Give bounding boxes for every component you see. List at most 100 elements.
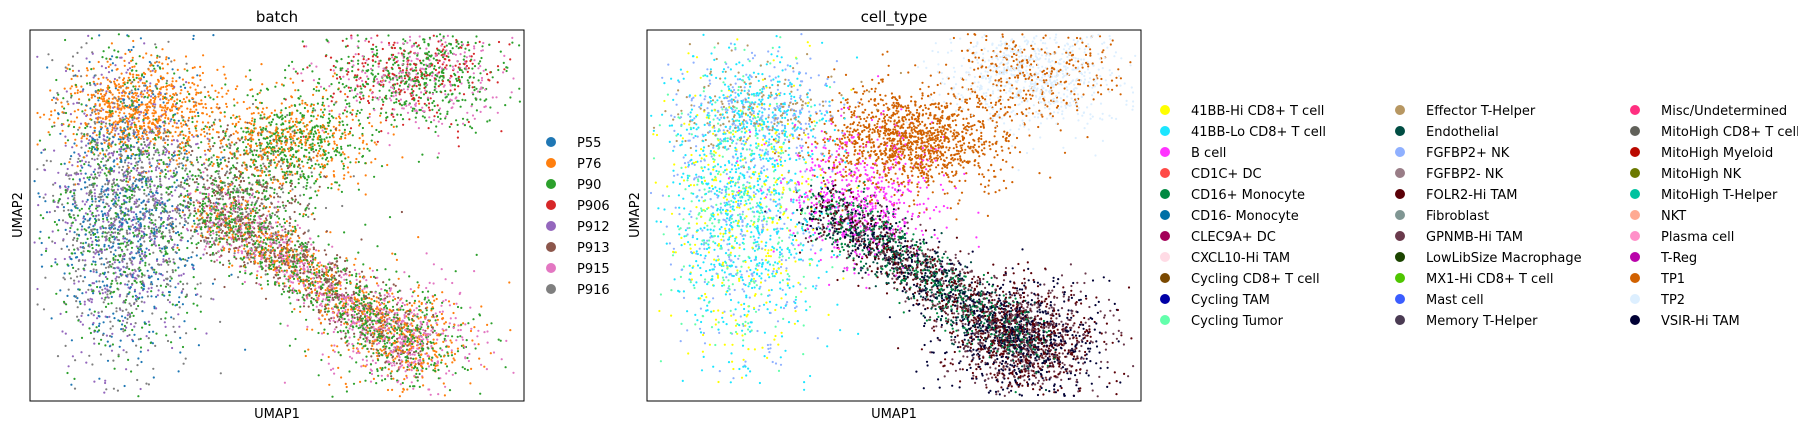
scatter-point <box>332 116 335 119</box>
scatter-point <box>36 168 39 171</box>
scatter-point <box>155 175 158 178</box>
scatter-point <box>81 225 84 228</box>
scatter-point <box>228 274 231 278</box>
scatter-point <box>232 114 235 117</box>
scatter-point <box>156 294 159 297</box>
scatter-point <box>88 308 91 311</box>
scatter-point <box>410 88 413 91</box>
scatter-point <box>113 159 116 162</box>
scatter-point <box>64 221 67 224</box>
scatter-point <box>384 304 387 307</box>
scatter-point <box>98 196 101 199</box>
scatter-point <box>228 220 231 223</box>
scatter-point <box>157 136 160 139</box>
scatter-point <box>282 182 285 185</box>
scatter-point <box>258 204 261 207</box>
scatter-point <box>88 299 91 302</box>
scatter-point <box>408 301 411 305</box>
scatter-point <box>265 168 268 171</box>
scatter-point <box>106 261 109 264</box>
scatter-point <box>153 67 156 70</box>
scatter-point <box>251 102 255 106</box>
scatter-point <box>438 353 441 356</box>
scatter-point <box>235 176 238 179</box>
scatter-point <box>176 112 179 115</box>
scatter-point <box>302 165 305 168</box>
scatter-point <box>237 137 240 140</box>
scatter-point <box>320 302 323 305</box>
scatter-point <box>246 192 249 195</box>
scatter-point <box>131 328 134 332</box>
scatter-point <box>267 210 270 213</box>
scatter-point <box>255 149 258 152</box>
scatter-point <box>447 79 450 82</box>
scatter-point <box>360 108 363 111</box>
scatter-point <box>110 143 113 146</box>
scatter-point <box>253 257 256 260</box>
scatter-point <box>118 111 121 114</box>
scatter-point <box>149 140 152 143</box>
scatter-point <box>77 153 80 156</box>
scatter-point <box>169 160 172 163</box>
scatter-point <box>312 277 315 280</box>
scatter-point <box>88 176 91 179</box>
scatter-point <box>323 87 326 90</box>
scatter-point <box>105 248 108 251</box>
scatter-point <box>298 245 301 249</box>
scatter-point <box>217 156 220 159</box>
scatter-point <box>135 94 138 97</box>
scatter-point <box>108 345 111 348</box>
scatter-point <box>254 209 257 212</box>
scatter-point <box>125 207 128 210</box>
scatter-point <box>344 134 347 137</box>
scatter-point <box>340 160 343 163</box>
scatter-point <box>93 228 96 231</box>
scatter-point <box>277 256 280 260</box>
scatter-point <box>55 223 59 226</box>
scatter-point <box>409 63 412 66</box>
scatter-point <box>134 99 138 103</box>
scatter-point <box>212 208 216 211</box>
scatter-point <box>98 200 101 203</box>
scatter-point <box>336 264 339 267</box>
scatter-point <box>97 253 100 256</box>
scatter-point <box>384 378 387 381</box>
scatter-point <box>36 287 39 291</box>
scatter-point <box>273 146 276 149</box>
scatter-point <box>417 352 420 355</box>
scatter-point <box>467 67 470 70</box>
scatter-point <box>259 260 262 263</box>
scatter-point <box>206 240 209 243</box>
scatter-point <box>186 259 189 262</box>
scatter-point <box>285 220 288 223</box>
scatter-point <box>72 125 76 129</box>
scatter-point <box>76 91 79 94</box>
scatter-point <box>49 160 52 163</box>
scatter-point <box>346 123 349 126</box>
scatter-point <box>400 210 403 214</box>
scatter-point <box>207 121 210 124</box>
scatter-point <box>170 153 174 156</box>
scatter-point <box>302 215 305 218</box>
scatter-point <box>186 173 189 176</box>
scatter-point <box>116 203 119 206</box>
scatter-point <box>169 169 172 172</box>
scatter-point <box>174 269 177 272</box>
scatter-point <box>243 247 246 250</box>
scatter-point <box>491 96 494 99</box>
scatter-point <box>115 197 118 200</box>
scatter-point <box>371 55 374 58</box>
scatter-point <box>248 258 251 261</box>
scatter-point <box>91 194 94 198</box>
scatter-point <box>330 183 333 186</box>
scatter-point <box>361 126 364 130</box>
scatter-point <box>177 282 180 285</box>
scatter-point <box>160 251 163 254</box>
scatter-point <box>224 208 227 211</box>
scatter-point <box>262 183 265 186</box>
scatter-point <box>161 206 164 209</box>
scatter-point <box>170 316 173 319</box>
scatter-point <box>99 273 102 276</box>
scatter-point <box>164 116 167 119</box>
scatter-point <box>380 349 383 352</box>
